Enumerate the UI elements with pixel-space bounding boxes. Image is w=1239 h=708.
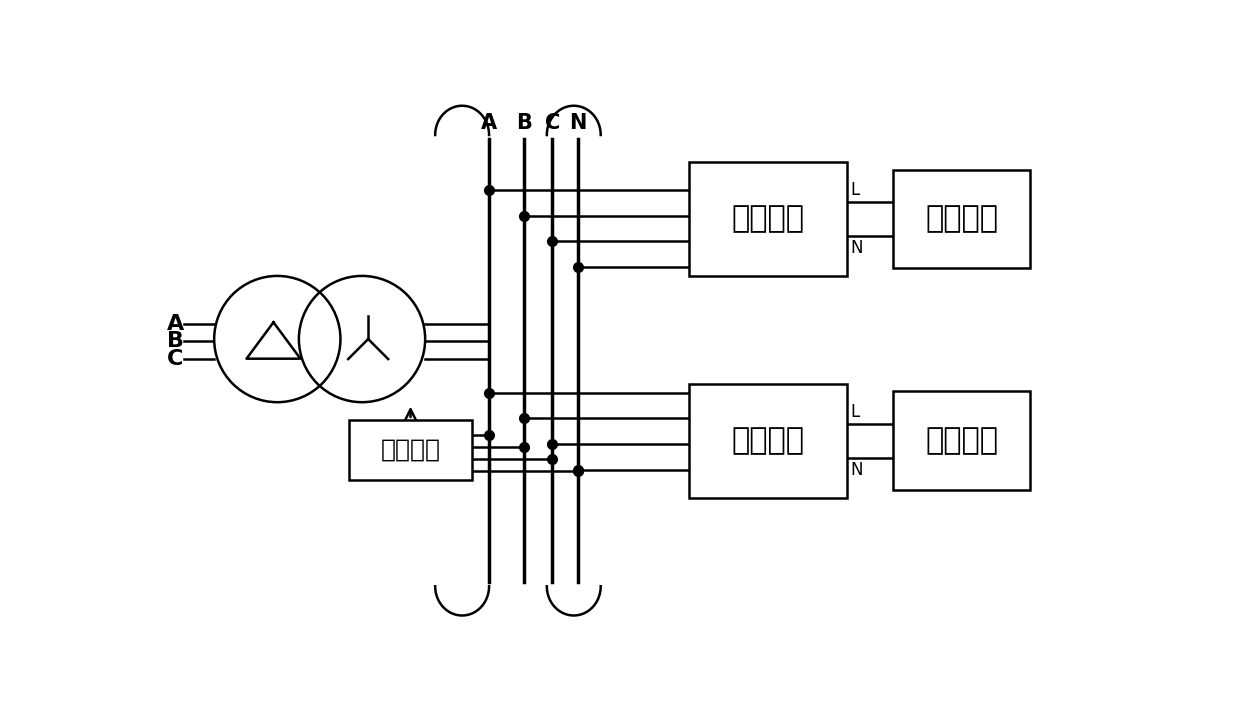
Text: 主控模块: 主控模块 (380, 438, 441, 462)
Bar (893, 170, 1031, 268)
Text: 多家用户: 多家用户 (926, 426, 999, 455)
Text: N: N (850, 239, 862, 257)
Text: 执行模块: 执行模块 (732, 426, 804, 455)
Text: 执行模块: 执行模块 (732, 205, 804, 234)
Bar (689, 162, 847, 276)
Text: L: L (850, 403, 860, 421)
Text: C: C (167, 349, 183, 369)
Text: 多家用户: 多家用户 (926, 205, 999, 234)
Bar (893, 392, 1031, 490)
Text: N: N (569, 113, 586, 134)
Text: B: B (515, 113, 532, 134)
Bar (349, 420, 472, 480)
Bar (689, 384, 847, 498)
Text: N: N (850, 461, 862, 479)
Text: C: C (545, 113, 560, 134)
Text: A: A (481, 113, 497, 134)
Circle shape (299, 276, 425, 402)
Circle shape (214, 276, 341, 402)
Text: A: A (167, 314, 185, 333)
Text: B: B (167, 331, 185, 351)
Text: L: L (850, 181, 860, 199)
